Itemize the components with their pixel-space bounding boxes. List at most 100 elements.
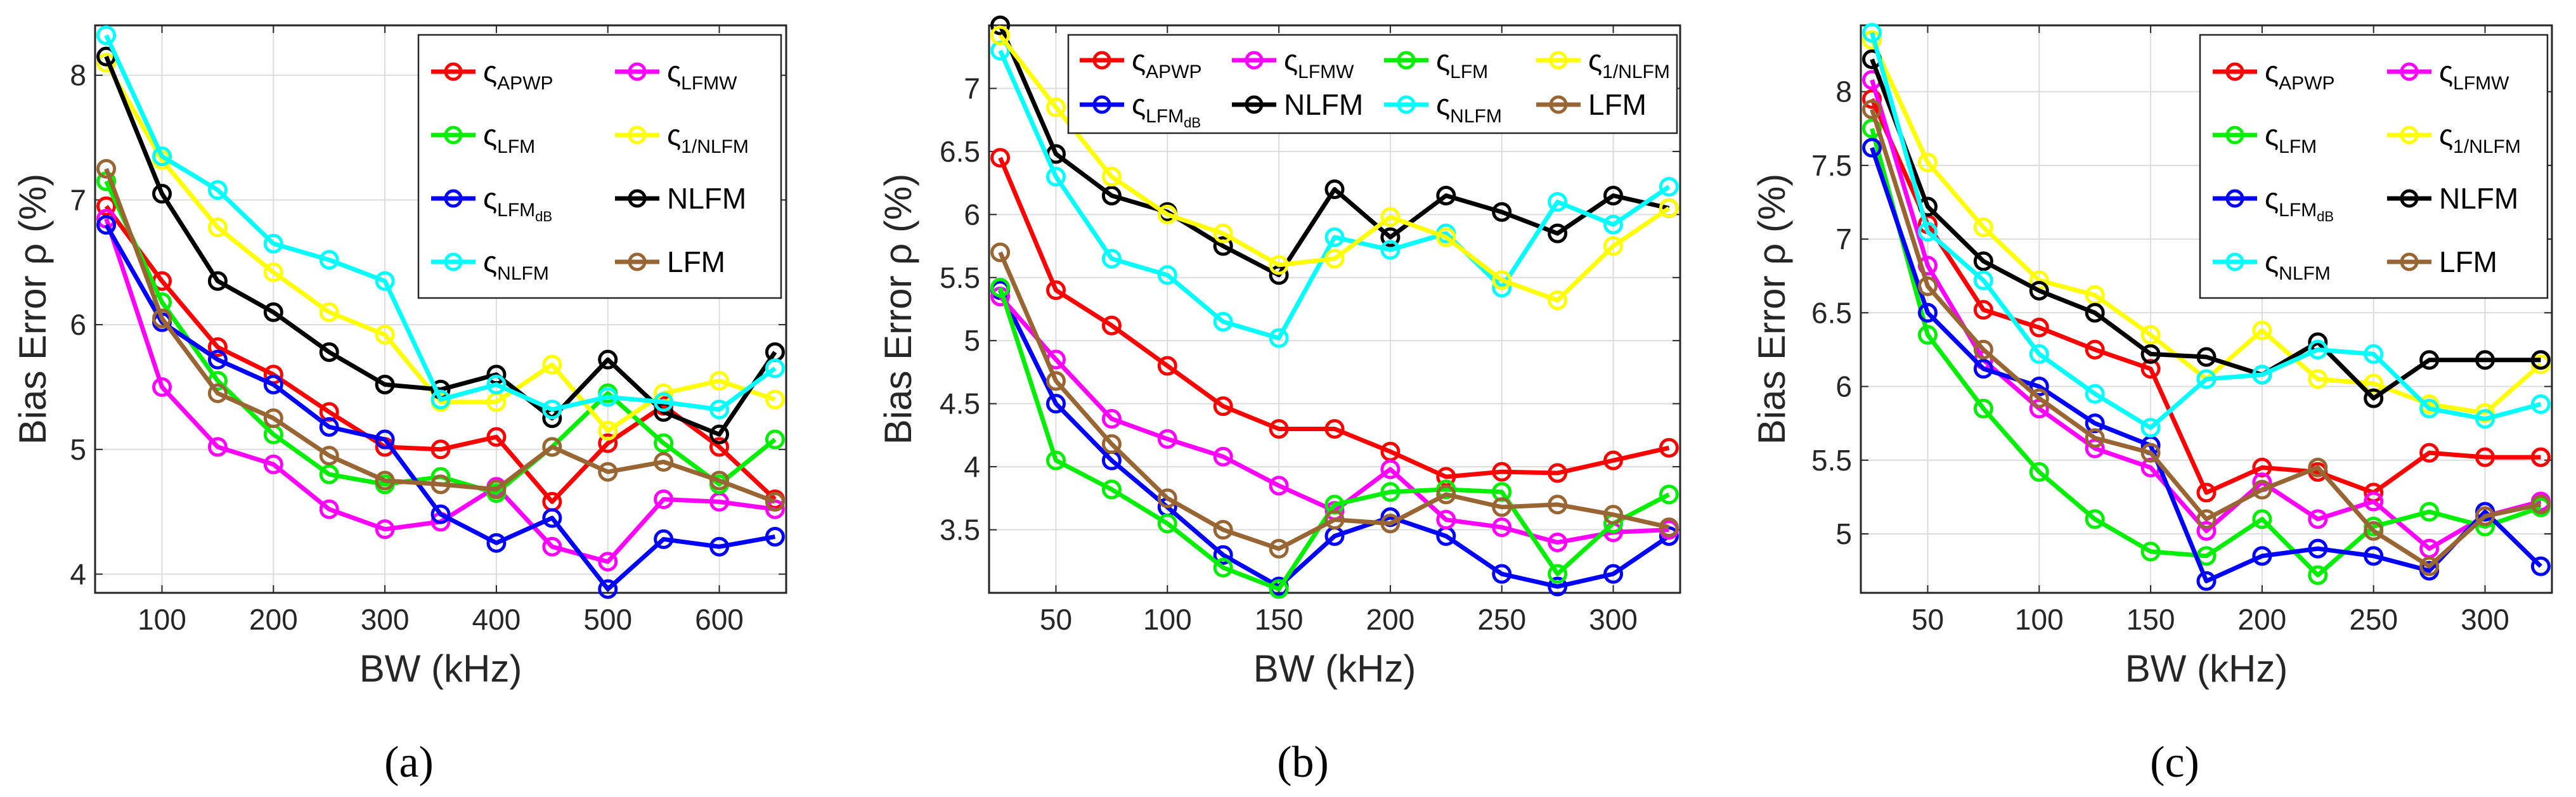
data-point [765, 358, 785, 379]
data-point [2530, 350, 2551, 370]
data-point [263, 375, 283, 395]
legend-swatch-marker [628, 126, 647, 145]
legend-swatch-marker [2400, 189, 2419, 208]
series-line [1870, 146, 2542, 583]
data-point [1269, 476, 1289, 496]
data-point [2029, 344, 2049, 364]
data-point [2308, 538, 2328, 559]
data-point [2029, 388, 2049, 408]
legend-swatch-marker [2225, 189, 2244, 208]
data-point [430, 439, 451, 460]
y-tick-label: 7 [70, 183, 86, 216]
data-point [654, 392, 674, 412]
series-line [104, 223, 776, 592]
data-point [96, 25, 117, 46]
data-point [1101, 434, 1122, 454]
data-point [1973, 270, 1993, 290]
data-point [1492, 564, 1512, 584]
data-point [1324, 249, 1345, 269]
y-tick-label: 3.5 [940, 514, 980, 547]
data-point [1548, 290, 1568, 311]
data-point [1659, 526, 1679, 546]
data-point [990, 278, 1011, 298]
series-line [1870, 127, 2542, 578]
y-tick-label: 6 [964, 198, 980, 231]
data-point [1213, 520, 1233, 540]
legend-swatch-marker [1245, 51, 1264, 70]
data-point [542, 399, 562, 420]
data-point [96, 196, 117, 216]
legend-label-subscript: LFMW [1298, 62, 1354, 82]
data-point [709, 437, 730, 457]
data-point [2364, 388, 2384, 408]
data-point [2530, 394, 2551, 414]
data-point [486, 375, 507, 395]
data-point [1269, 579, 1289, 599]
data-point [2085, 413, 2105, 434]
series-line [998, 287, 1671, 592]
data-point [2308, 509, 2328, 529]
legend-label: ςAPWP [2265, 55, 2335, 94]
legend-label-subscript: 1/NLFM [2453, 136, 2521, 157]
data-point [1045, 280, 1066, 301]
data-point [263, 302, 283, 322]
data-point [1324, 227, 1345, 247]
y-tick-label: 7.5 [1811, 149, 1852, 182]
data-point [263, 233, 283, 254]
y-tick-label: 6.5 [1811, 296, 1852, 329]
data-point [1603, 214, 1624, 235]
data-point [1603, 505, 1624, 525]
data-point [486, 427, 507, 447]
data-point [1436, 186, 1456, 205]
data-point [207, 383, 228, 403]
data-point [1101, 479, 1122, 500]
legend-swatch-marker [2400, 126, 2419, 145]
data-point [2308, 457, 2328, 477]
data-point [319, 302, 339, 322]
data-point [990, 15, 1011, 36]
legend-label-subscript: 1/NLFM [681, 136, 749, 157]
series-line [104, 34, 777, 412]
data-point [375, 271, 395, 291]
data-point [207, 349, 228, 370]
legend-label-subscript: LFMW [681, 73, 737, 94]
legend-label-sub-subscript: dB [1184, 115, 1201, 131]
data-point [1917, 152, 1938, 172]
series-line [1870, 58, 2541, 401]
series-line [998, 24, 1670, 278]
data-point [598, 552, 618, 572]
data-point [2140, 325, 2161, 345]
data-point [2140, 443, 2161, 463]
data-point [2029, 462, 2049, 482]
data-point [765, 526, 785, 547]
data-point [1973, 251, 1993, 271]
panel-caption: (a) [384, 738, 434, 787]
data-point [1101, 186, 1122, 205]
legend-label: ςLFMW [1284, 44, 1354, 82]
chart-panel-1: 100 200 300 400 500 600 4 5 6 7 8 BW (kHz) Bias Erro… [11, 24, 787, 787]
legend-label: ς1/NLFM [2439, 119, 2521, 157]
data-point [1548, 532, 1568, 552]
x-tick-label: 600 [695, 603, 744, 636]
data-point [1213, 557, 1233, 578]
data-point [430, 504, 451, 524]
data-point [2252, 546, 2272, 566]
data-point [2308, 565, 2328, 585]
data-point [2196, 509, 2217, 529]
series-line [104, 55, 777, 437]
data-point [1269, 538, 1289, 559]
legend-item: ςLFMW [1232, 44, 1354, 82]
data-point [375, 470, 395, 491]
data-point [1862, 100, 1882, 120]
data-point [1548, 495, 1568, 515]
legend-label-subscript: APWP [497, 73, 553, 94]
legend-label-subscript: NLFM [1450, 106, 1502, 127]
legend-swatch-marker [628, 189, 647, 208]
legend-box [2199, 34, 2549, 299]
x-tick-label: 250 [1477, 603, 1526, 636]
data-point [1436, 227, 1456, 247]
series-LFM [96, 159, 785, 512]
data-point [207, 437, 228, 457]
data-point [709, 424, 730, 444]
series-line [1870, 32, 2542, 431]
